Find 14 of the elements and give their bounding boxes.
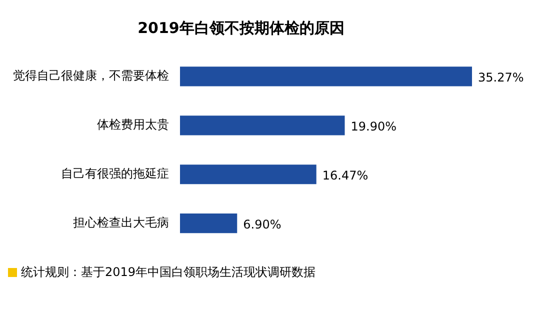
data-label: 35.27%: [478, 70, 524, 85]
bar: [180, 116, 345, 136]
y-tick-label: 体检费用太贵: [97, 118, 169, 132]
data-label: 6.90%: [243, 217, 282, 232]
chart-title: 2019年白领不按期体检的原因: [138, 18, 344, 37]
y-tick-label: 觉得自己很健康，不需要体检: [13, 68, 169, 83]
y-tick-label: 自己有很强的拖延症: [61, 166, 169, 180]
bar: [180, 164, 316, 184]
bar: [180, 214, 238, 234]
data-label: 16.47%: [322, 168, 368, 182]
bar: [180, 66, 472, 86]
text: 统计规则：基于2019年中国白领职场生活现状调研数据: [21, 264, 316, 281]
y-tick-label: 担心检查出大毛病: [73, 215, 169, 230]
data-label: 19.90%: [350, 120, 397, 134]
